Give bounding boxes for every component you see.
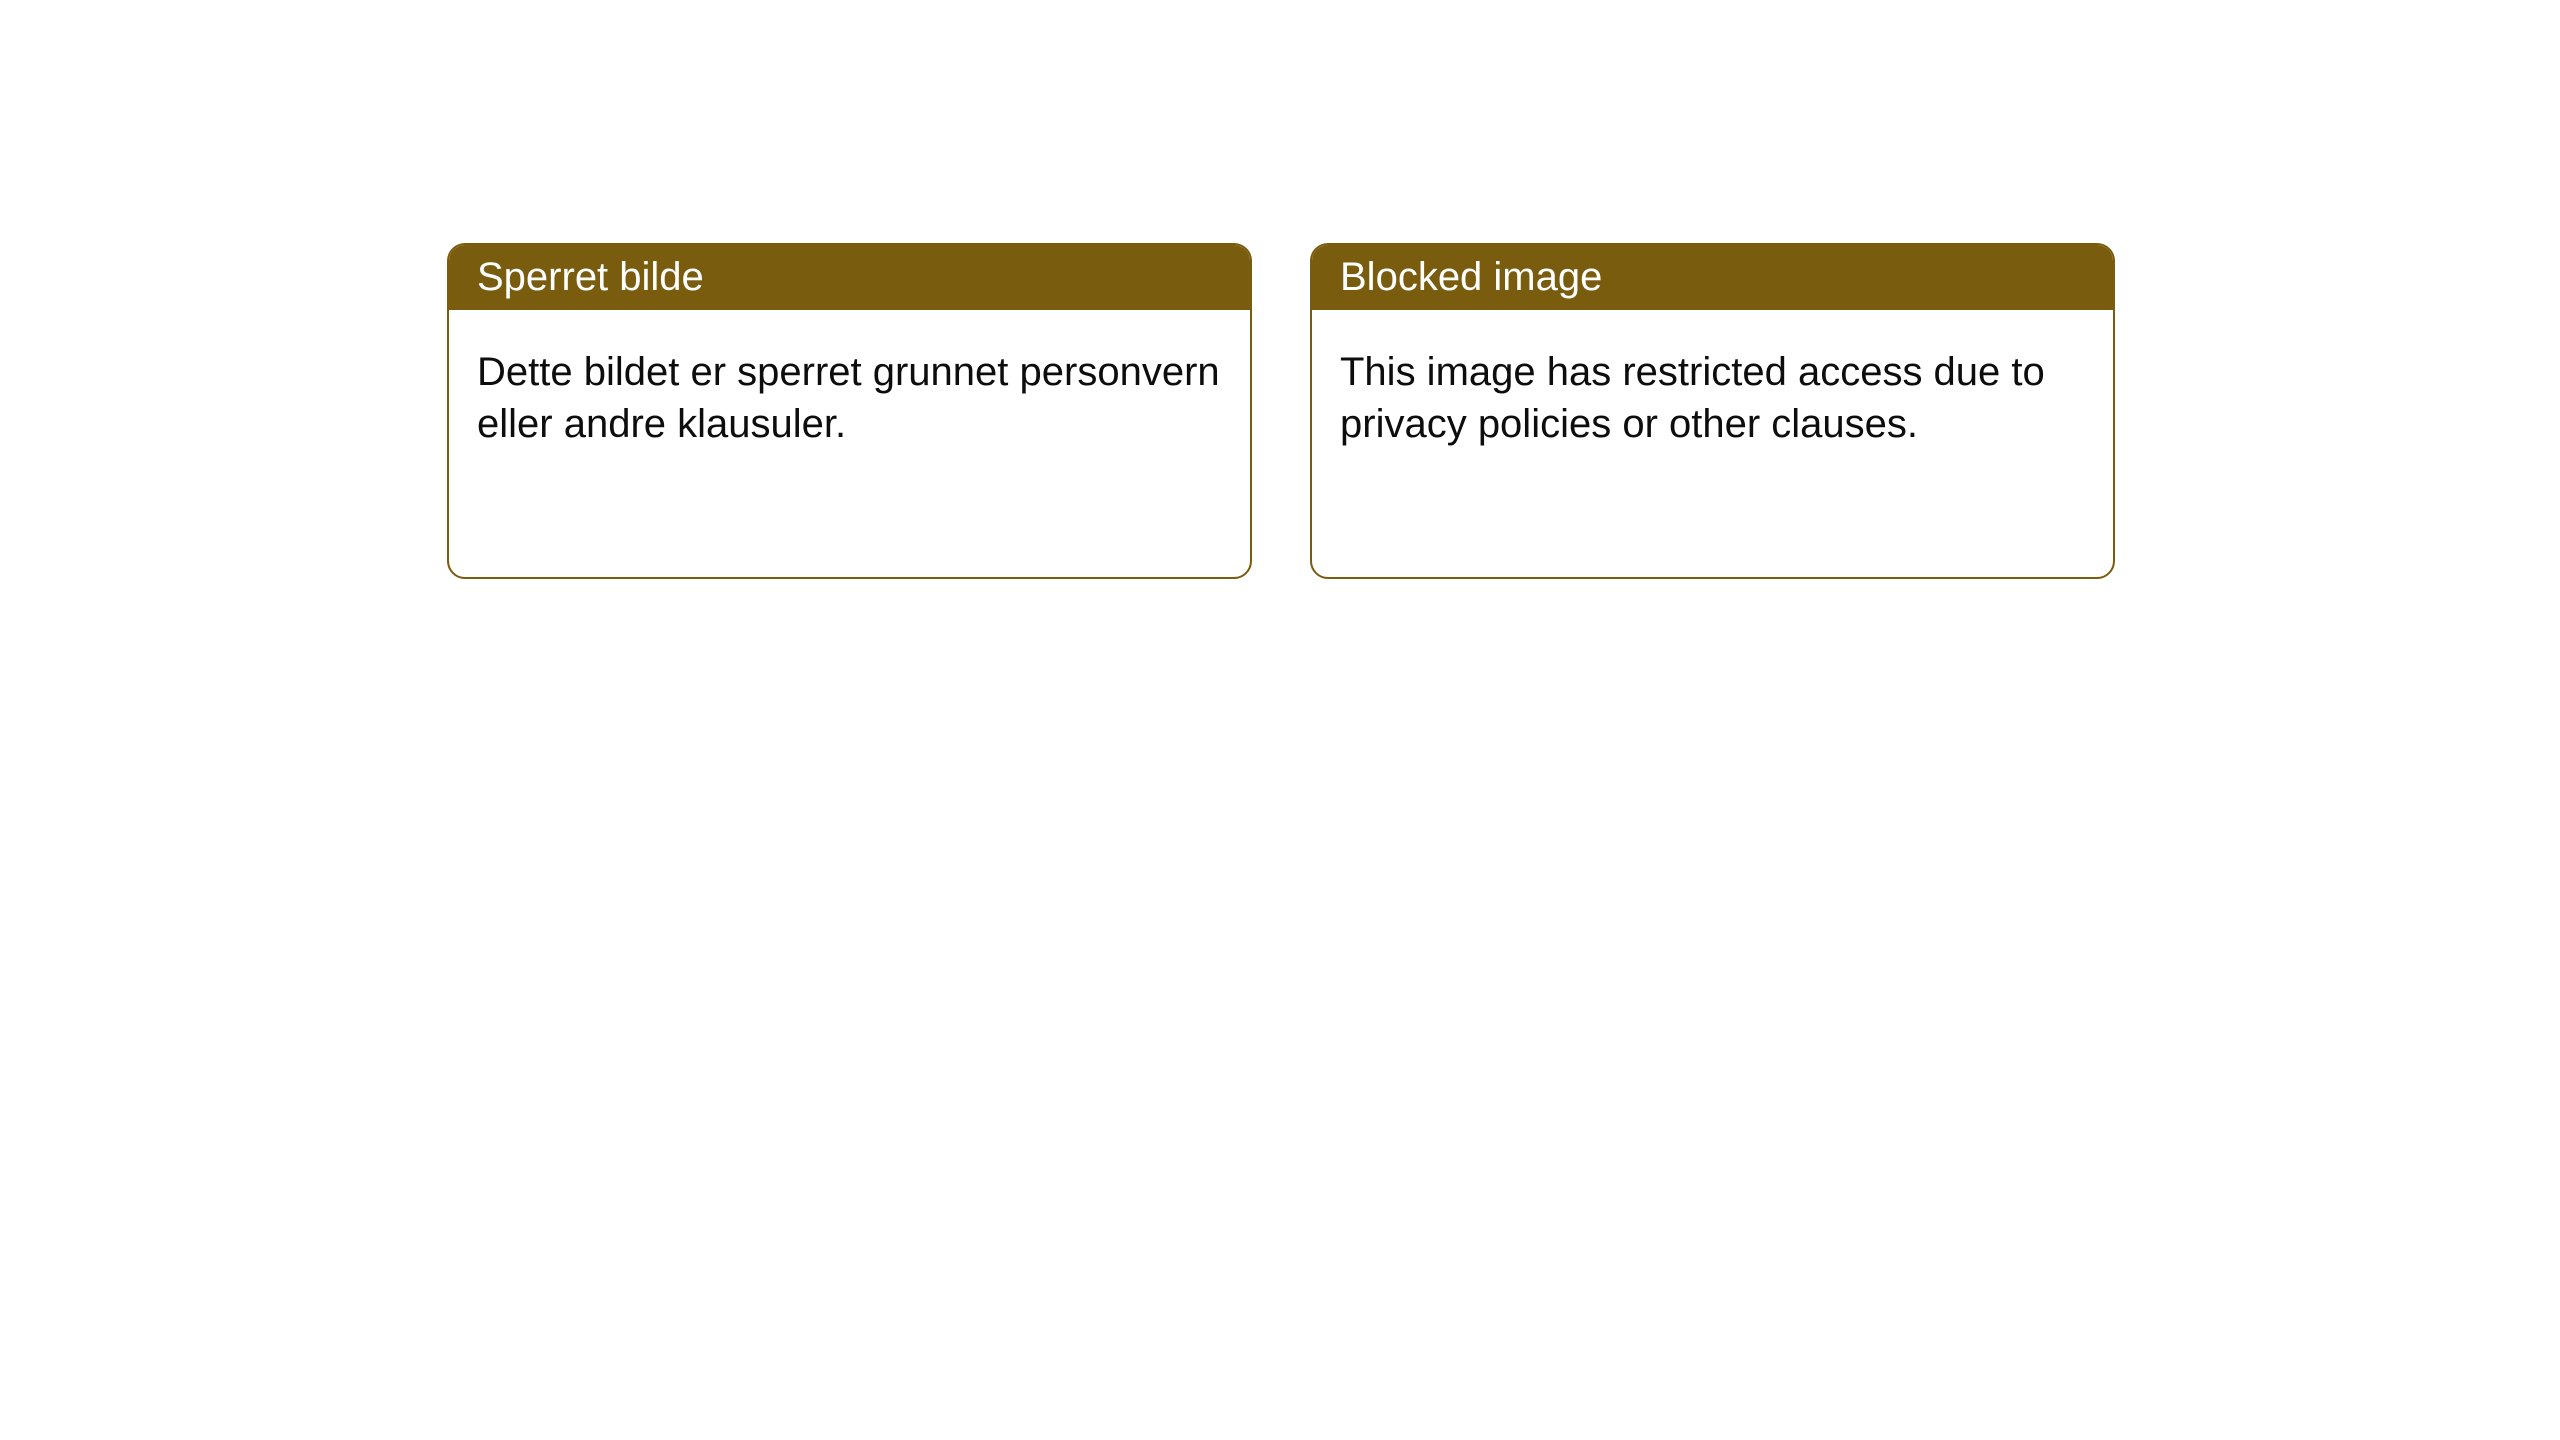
notice-body: This image has restricted access due to … [1312,310,2113,486]
notice-body: Dette bildet er sperret grunnet personve… [449,310,1250,486]
notice-header: Blocked image [1312,245,2113,310]
notice-header: Sperret bilde [449,245,1250,310]
notice-card-english: Blocked image This image has restricted … [1310,243,2115,579]
notice-container: Sperret bilde Dette bildet er sperret gr… [0,0,2560,579]
notice-card-norwegian: Sperret bilde Dette bildet er sperret gr… [447,243,1252,579]
